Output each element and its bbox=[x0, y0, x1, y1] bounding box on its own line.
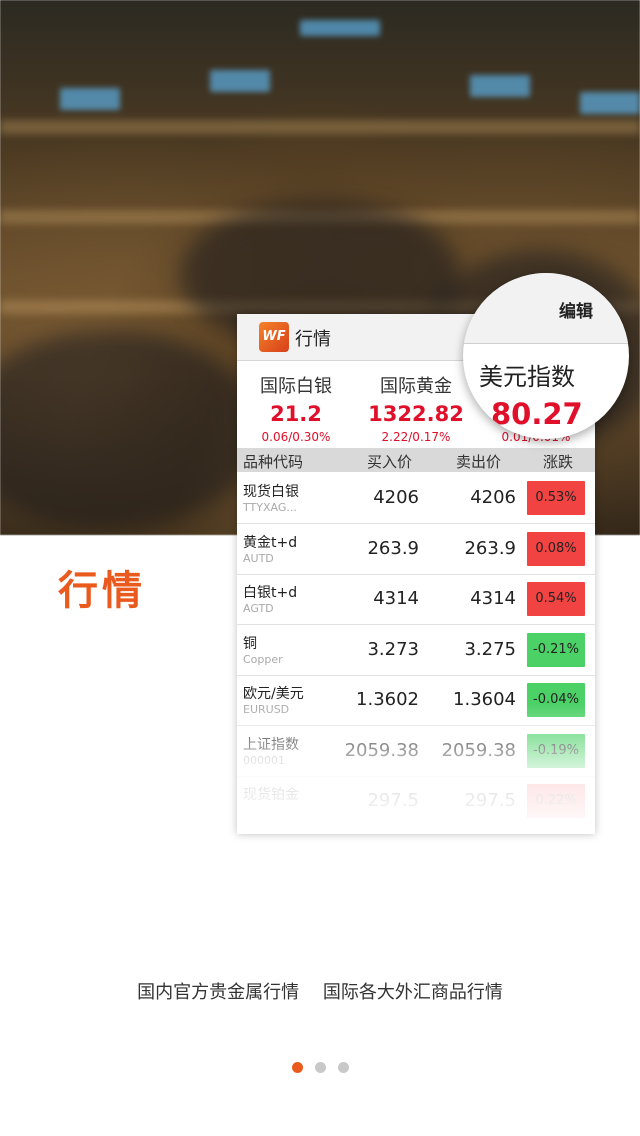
table-row[interactable]: 铜 Copper 3.273 3.275 -0.21% bbox=[237, 625, 595, 676]
buy-price: 4206 bbox=[373, 487, 419, 508]
row-code: AGTD bbox=[243, 602, 274, 615]
magnifier-index-price: 80.27 bbox=[491, 397, 583, 431]
buy-price: 4314 bbox=[373, 588, 419, 609]
row-code: EURUSD bbox=[243, 703, 290, 716]
row-code: TTYXAG... bbox=[243, 501, 297, 514]
sell-price: 297.5 bbox=[464, 790, 516, 811]
edit-button[interactable]: 编辑 bbox=[559, 302, 593, 322]
index-name: 国际黄金 bbox=[380, 376, 452, 397]
buy-price: 1.3602 bbox=[356, 689, 419, 710]
header-sell: 卖出价 bbox=[456, 453, 502, 471]
change-badge: 0.54% bbox=[527, 582, 585, 616]
change-badge: -0.04% bbox=[527, 683, 585, 717]
buy-price: 297.5 bbox=[367, 790, 419, 811]
change-badge: -0.21% bbox=[527, 632, 585, 667]
page-dot[interactable] bbox=[291, 1062, 303, 1073]
header-code: 品种代码 bbox=[243, 453, 304, 471]
change-badge: 0.53% bbox=[527, 481, 585, 515]
row-name: 黄金t+d bbox=[243, 534, 298, 551]
table-row[interactable]: 现货白银 TTYXAG... 4206 4206 0.53% bbox=[237, 473, 595, 524]
app-bar-title: 行情 bbox=[295, 329, 331, 350]
caption-left: 国内官方贵金属行情 bbox=[137, 982, 300, 1003]
table-row[interactable]: 现货铂金 297.5 297.5 0.22% bbox=[237, 776, 595, 827]
sell-price: 1.3604 bbox=[453, 689, 516, 710]
buy-price: 2059.38 bbox=[344, 739, 419, 761]
row-code: 000001 bbox=[243, 753, 285, 767]
sell-price: 3.275 bbox=[464, 638, 516, 660]
sell-price: 2059.38 bbox=[441, 739, 516, 761]
page-dot[interactable] bbox=[314, 1062, 326, 1073]
change-badge: -0.19% bbox=[527, 733, 585, 768]
magnifier-app-bar: 编辑 bbox=[463, 273, 629, 344]
table-row[interactable]: 白银t+d AGTD 4314 4314 0.54% bbox=[237, 574, 595, 625]
change-badge: 0.08% bbox=[527, 531, 585, 566]
table-row[interactable]: 上证指数 000001 2059.38 2059.38 -0.19% bbox=[237, 726, 595, 777]
page-dot[interactable] bbox=[337, 1062, 349, 1073]
page-indicator bbox=[0, 1058, 640, 1077]
index-name: 国际白银 bbox=[260, 376, 332, 397]
caption-right: 国际各大外汇商品行情 bbox=[322, 982, 503, 1003]
row-name: 铜 bbox=[243, 635, 257, 652]
index-price: 21.2 bbox=[270, 402, 322, 426]
header-buy: 买入价 bbox=[367, 453, 413, 471]
index-change: 2.22/0.17% bbox=[381, 430, 451, 444]
row-name: 现货白银 bbox=[243, 484, 299, 500]
index-card[interactable]: 国际黄金 1322.82 2.22/0.17% bbox=[357, 360, 475, 446]
row-name: 现货铂金 bbox=[243, 787, 299, 803]
table-row[interactable]: 欧元/美元 EURUSD 1.3602 1.3604 -0.04% bbox=[237, 675, 595, 726]
buy-price: 263.9 bbox=[367, 537, 419, 559]
sell-price: 4206 bbox=[470, 487, 516, 508]
magnifier-index-name: 美元指数 bbox=[479, 363, 575, 391]
wf-logo-icon: WF bbox=[259, 322, 289, 352]
row-code: AUTD bbox=[243, 551, 274, 565]
header-change: 涨跌 bbox=[543, 453, 574, 471]
index-change: 0.06/0.30% bbox=[261, 430, 331, 444]
section-title: 行情 bbox=[58, 568, 146, 614]
index-price: 1322.82 bbox=[368, 402, 464, 426]
feature-caption: 国内官方贵金属行情 国际各大外汇商品行情 bbox=[0, 978, 640, 1004]
table-row[interactable]: 黄金t+d AUTD 263.9 263.9 0.08% bbox=[237, 524, 595, 575]
row-code: Copper bbox=[243, 652, 283, 666]
buy-price: 3.273 bbox=[367, 638, 419, 660]
row-name: 白银t+d bbox=[243, 585, 298, 601]
row-name: 欧元/美元 bbox=[243, 686, 304, 702]
row-name: 上证指数 bbox=[243, 736, 299, 753]
sell-price: 263.9 bbox=[464, 537, 516, 559]
change-badge: 0.22% bbox=[527, 784, 585, 818]
magnifier-bubble: 编辑 美元指数 80.27 bbox=[463, 273, 629, 439]
sell-price: 4314 bbox=[470, 588, 516, 609]
table-header: 品种代码 买入价 卖出价 涨跌 bbox=[237, 448, 595, 472]
index-card[interactable]: 国际白银 21.2 0.06/0.30% bbox=[237, 360, 355, 446]
